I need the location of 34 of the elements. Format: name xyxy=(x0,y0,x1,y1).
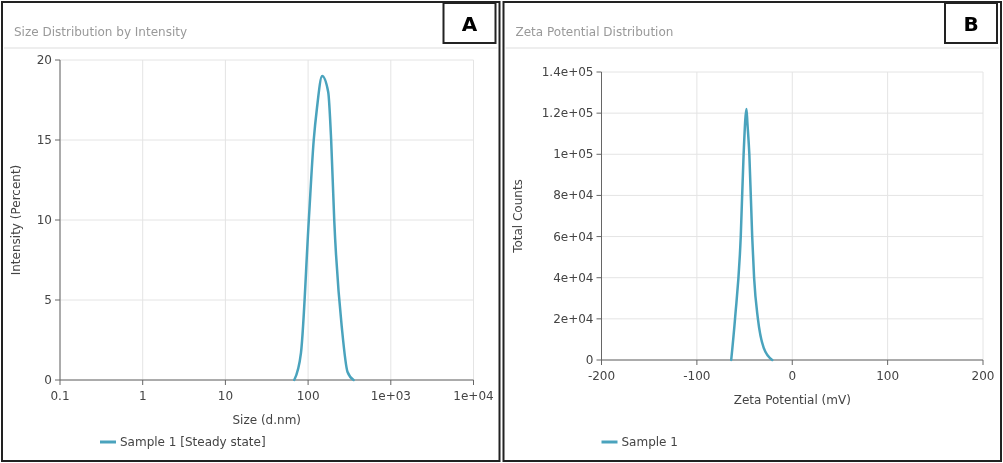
x-axis-title: Zeta Potential (mV) xyxy=(733,393,851,407)
x-tick-label: 10 xyxy=(217,389,234,403)
y-tick-label: 20 xyxy=(36,53,52,67)
y-axis-title: Intensity (Percent) xyxy=(9,164,23,276)
x-tick-label: 200 xyxy=(971,369,995,383)
x-tick-label: 100 xyxy=(876,369,900,383)
x-axis-title: Size (d.nm) xyxy=(232,413,302,427)
line-series xyxy=(729,107,774,362)
y-tick-label: 1e+05 xyxy=(553,147,594,162)
y-tick-label: 6e+04 xyxy=(553,229,594,244)
y-tick-label: 15 xyxy=(36,133,52,147)
x-tick-label: 1e+04 xyxy=(453,389,494,403)
legend-label: Sample 1 xyxy=(621,435,678,449)
x-tick-label: -200 xyxy=(587,369,616,383)
y-tick-label: 4e+04 xyxy=(553,270,594,285)
chart-title: Size Distribution by Intensity xyxy=(14,25,188,39)
y-tick-label: 5 xyxy=(44,293,52,307)
x-tick-label: 1e+03 xyxy=(370,389,411,403)
y-tick-label: 1.2e+05 xyxy=(541,106,594,121)
y-tick-label: 2e+04 xyxy=(553,311,594,326)
y-tick-label: 8e+04 xyxy=(553,188,594,203)
text: B xyxy=(963,12,979,36)
chart-title: Zeta Potential Distribution xyxy=(515,25,674,39)
text: A xyxy=(461,12,478,36)
y-axis-title: Total Counts xyxy=(510,179,525,254)
x-tick-label: 0 xyxy=(788,369,797,383)
x-tick-label: 100 xyxy=(296,389,320,403)
y-tick-label: 0 xyxy=(585,353,594,367)
x-tick-label: -100 xyxy=(683,369,711,383)
y-tick-label: 10 xyxy=(36,213,52,227)
y-tick-label: 1.4e+05 xyxy=(541,65,594,79)
x-tick-label: 1 xyxy=(138,389,147,403)
x-tick-label: 0.1 xyxy=(50,389,70,403)
legend-label: Sample 1 [Steady state] xyxy=(120,435,266,449)
